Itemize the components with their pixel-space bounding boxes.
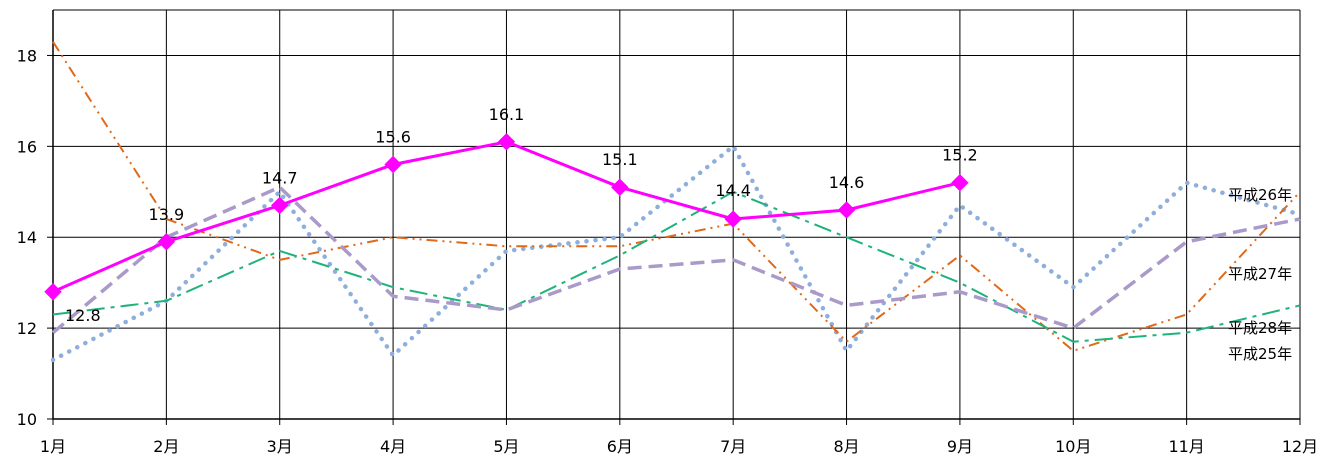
data-label: 15.6 [375, 128, 411, 147]
series-name-label: 平成27年 [1228, 265, 1292, 283]
x-tick-label: 5月 [493, 437, 519, 456]
series-line-2 [52, 41, 1301, 352]
y-tick-label: 16 [17, 137, 37, 156]
series-markers [44, 133, 969, 301]
series-line-3 [52, 190, 1301, 343]
data-labels: 12.8 13.9 14.7 15.6 16.1 15.1 14.4 14.6 15.2 [65, 105, 978, 325]
data-point-marker [837, 201, 856, 219]
y-tick-label: 12 [17, 319, 37, 338]
x-tick-label: 6月 [607, 437, 633, 456]
data-label: 15.2 [942, 146, 978, 165]
x-tick-label: 4月 [380, 437, 406, 456]
series-name-label: 平成28年 [1228, 319, 1292, 337]
x-tick-label: 9月 [947, 437, 973, 456]
data-label: 14.7 [262, 168, 298, 187]
data-point-marker [271, 196, 289, 215]
data-label: 14.6 [829, 173, 865, 192]
series-name-label: 平成25年 [1228, 345, 1292, 363]
x-tick-label: 2月 [153, 437, 179, 456]
y-tick-label: 14 [17, 228, 37, 247]
series-name-label: 平成26年 [1228, 186, 1292, 204]
data-point-marker [157, 233, 176, 251]
series-lines [50, 41, 1303, 363]
x-tick-label: 11月 [1168, 437, 1204, 456]
data-label: 16.1 [489, 105, 525, 124]
x-tick-label: 8月 [833, 437, 859, 456]
data-label: 13.9 [149, 205, 185, 224]
x-tick-label: 10月 [1055, 437, 1091, 456]
x-tick-label: 1月 [40, 437, 66, 456]
data-point-marker [611, 178, 629, 196]
series-line-4 [51, 185, 1301, 335]
x-tick-label: 7月 [720, 437, 746, 456]
data-point-marker [44, 283, 62, 301]
data-label: 12.8 [65, 306, 101, 325]
y-tick-label: 10 [17, 410, 37, 429]
chart-grid [53, 9, 1301, 419]
data-point-marker [497, 133, 516, 151]
data-point-marker [724, 210, 742, 228]
x-tick-label: 3月 [267, 437, 293, 456]
x-tick-label: 12月 [1282, 437, 1318, 456]
y-tick-label: 18 [17, 46, 37, 65]
data-point-marker [951, 173, 969, 192]
data-label: 14.4 [715, 181, 751, 200]
chart-axes: 10 12 14 16 18 1月 2月 3月 4月 5月 6月 7月 8月 9月 10月 11月 12月 [17, 10, 1318, 456]
series-line-1 [50, 144, 1303, 363]
data-point-marker [384, 155, 402, 174]
data-label: 15.1 [602, 150, 638, 169]
